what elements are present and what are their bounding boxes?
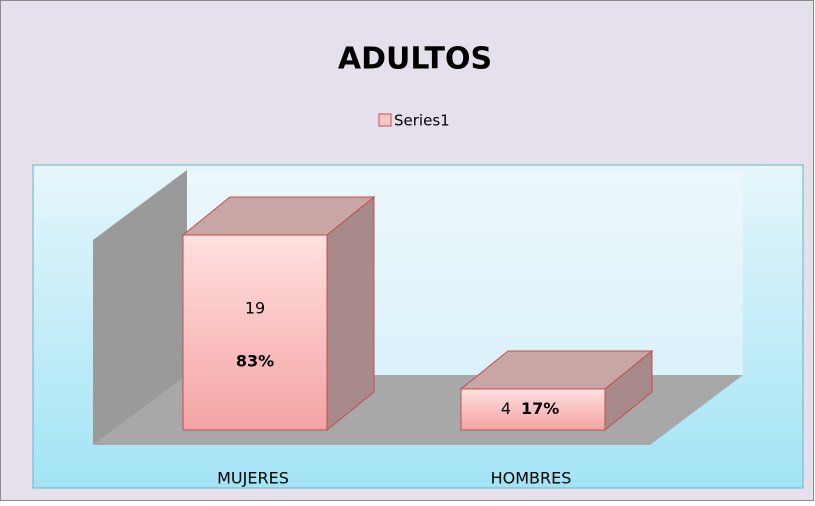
percent-label: 17% — [521, 399, 559, 418]
x-tick-label: MUJERES — [217, 469, 289, 488]
chart-title: ADULTOS — [338, 42, 492, 77]
data-label: 19 — [245, 299, 265, 318]
legend-swatch — [378, 113, 392, 127]
bar — [460, 388, 606, 431]
legend-label: Series1 — [394, 112, 450, 130]
bar-side — [326, 195, 375, 432]
plot: 19 83% MUJERES 4 17% HOMBRES — [93, 170, 743, 488]
x-tick-label: HOMBRES — [491, 469, 572, 488]
side-wall — [93, 170, 187, 445]
percent-label: 83% — [236, 351, 274, 370]
bar — [182, 234, 328, 431]
data-label: 4 — [501, 399, 511, 418]
